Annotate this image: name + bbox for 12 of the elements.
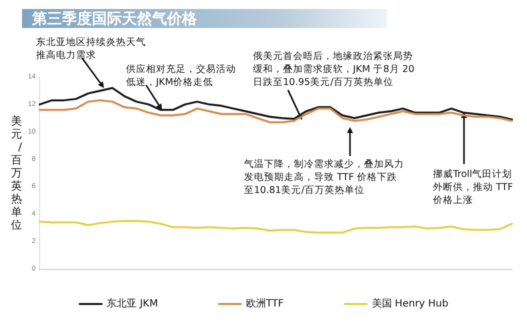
annotation: 供应相对充足，交易活动低迷，JKM价格走低 [126,63,236,88]
line-series [38,99,513,124]
line-series [38,220,513,234]
annotation: 俄美元首会晤后，地缘政治紧张局势缓和，叠加需求疲软，JKM 于8月 20日跌至10.95美元/百万英热单位 [253,50,414,88]
text: 东北亚地区持续炎热天气推高电力需求 [36,36,146,61]
annotation: 挪威Troll气田计划外断供，推动 TTF 价格上涨 [432,168,516,206]
legend-label: 美国 Henry Hub [372,298,448,310]
annotation: 气温下降，制冷需求减少，叠加风力发电预期走高，导致 TTF 价格下跌至10.81美元/百万英热单位 [244,158,404,196]
chart-title: 第三季度国际天然气价格 [31,10,198,28]
text: 美元/百万英热单位 [11,114,22,232]
legend-label: 欧洲TTF [246,298,284,310]
legend-label: 东北亚 JKM [106,298,158,310]
